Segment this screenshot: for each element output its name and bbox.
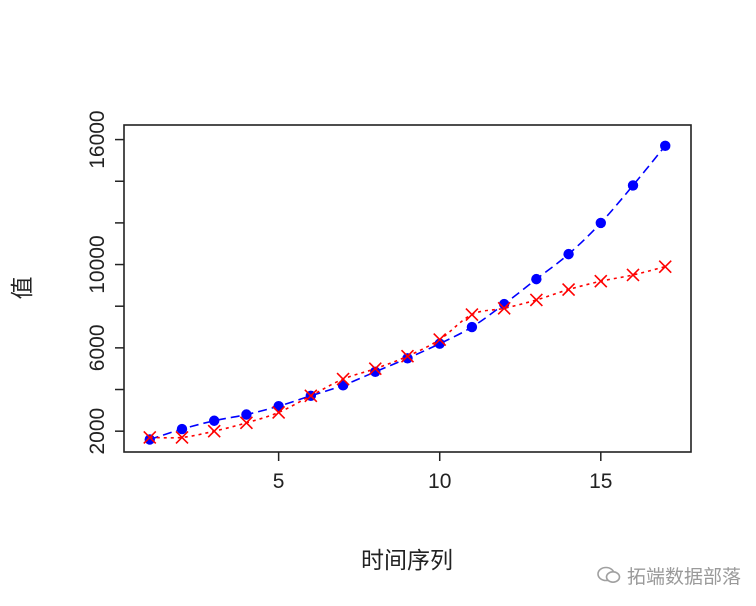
x-axis: 5 10 15 [273, 452, 612, 493]
cross-stroke [143, 430, 157, 444]
data-point [304, 389, 318, 403]
cross-stroke [433, 332, 447, 347]
data-point [626, 268, 640, 282]
data-point [400, 349, 415, 363]
y-axis: 2000 6000 10000 16000 [86, 110, 124, 455]
cross-stroke [336, 372, 350, 386]
data-point [370, 366, 381, 378]
cross-stroke [175, 430, 189, 444]
cross-stroke [239, 416, 253, 430]
data-point [272, 405, 286, 419]
data-point [176, 423, 188, 435]
cross-stroke [658, 260, 672, 274]
data-point [562, 282, 576, 297]
data-point [143, 430, 157, 444]
data-point [658, 260, 672, 274]
data-point [239, 416, 253, 430]
watermark-text: 拓端数据部落 [627, 565, 742, 588]
y-tick-label: 2000 [86, 408, 109, 455]
y-tick-label: 16000 [86, 110, 109, 168]
data-point [207, 424, 221, 438]
series-2 [143, 260, 672, 444]
y-axis-label: 值 [10, 277, 36, 300]
data-point [563, 248, 574, 260]
watermark: 拓端数据部落 [597, 560, 741, 590]
data-point [144, 434, 155, 445]
data-point [594, 274, 608, 288]
cross-stroke [272, 405, 286, 419]
data-point [433, 332, 447, 347]
cross-stroke [529, 293, 543, 307]
series-line [149, 265, 666, 439]
cross-stroke [304, 389, 318, 403]
x-tick-label: 5 [273, 470, 285, 493]
cross-stroke [497, 301, 511, 315]
data-point [660, 140, 671, 152]
cross-stroke [594, 274, 608, 288]
data-point [402, 353, 413, 364]
x-tick-label: 10 [428, 470, 451, 493]
data-point [241, 409, 252, 420]
y-tick-label: 10000 [86, 235, 109, 293]
data-point [627, 180, 639, 191]
data-point [465, 307, 479, 322]
series-line [149, 145, 666, 441]
data-point [368, 362, 382, 376]
data-point [529, 293, 543, 307]
data-point [336, 372, 350, 386]
chat-bubble-icon [597, 566, 621, 583]
series-1 [144, 140, 671, 445]
cross-stroke [465, 307, 479, 322]
y-tick-label: 6000 [86, 325, 109, 372]
cross-stroke [207, 424, 221, 438]
plot-frame [123, 124, 692, 453]
series-layer [143, 140, 672, 445]
data-point [531, 273, 542, 285]
x-tick-label: 15 [589, 470, 612, 493]
data-point [497, 301, 511, 315]
data-point [466, 321, 478, 333]
data-point [175, 430, 189, 444]
cross-stroke [562, 282, 576, 297]
data-point [209, 415, 220, 426]
cross-stroke [400, 349, 415, 363]
x-axis-label: 时间序列 [361, 548, 453, 574]
data-point [595, 217, 606, 229]
cross-stroke [626, 268, 640, 282]
cross-stroke [368, 362, 382, 376]
